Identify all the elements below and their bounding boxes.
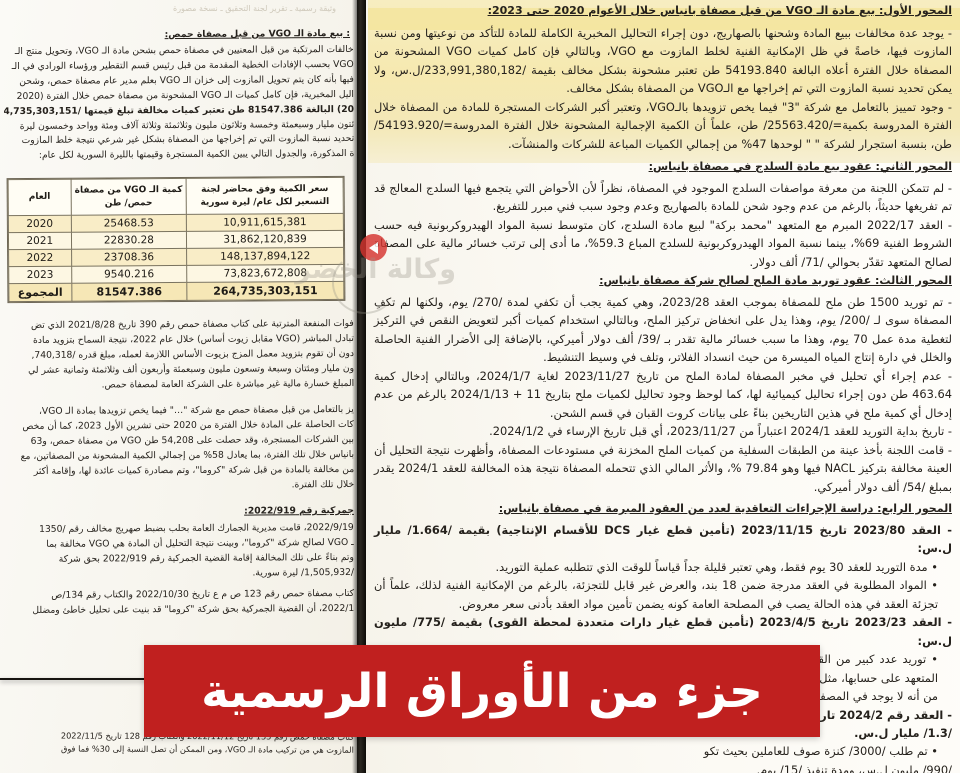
- right-document-page: المحور الأول: بيع مادة الـ VGO من قبل مص…: [366, 0, 960, 773]
- section-4-subitem: /990/ مليون ل.س، ومدة تنفيذ /15/ يوم.: [756, 762, 952, 773]
- section-3: المحور الثالث: عقود توريد مادة الملح لصا…: [374, 272, 952, 496]
- section-4-item: - العقد 2023/80 تاريخ 2023/11/15 (تأمين …: [374, 522, 953, 556]
- section-2-item: - العقد 2022/17 المبرم مع المتعهد "محمد …: [374, 217, 952, 269]
- left-document-page: وثيقة رسمية ـ تقرير لجنة التحقيق ـ نسخة …: [0, 0, 358, 773]
- section-3-item: - تاريخ بداية التوريد للعقد 2024/1 اعتبا…: [489, 424, 952, 439]
- yellow-highlight-region: [368, 0, 960, 163]
- cell-quantity: 9540.216: [71, 265, 187, 284]
- cell-total-label: المجموع: [8, 283, 72, 302]
- cell-quantity: 23708.36: [71, 248, 187, 267]
- section-4-item: - العقد 2023/23 تاريخ 2023/4/5 (تأمين قط…: [374, 615, 952, 648]
- cell-price: 73,823,672,808: [186, 264, 344, 283]
- table-total-row: 264,735,303,151 81547.386 المجموع: [8, 281, 344, 302]
- section-3-heading: المحور الثالث: عقود توريد مادة الملح لصا…: [599, 274, 952, 287]
- section-1: المحور الأول: بيع مادة الـ VGO من قبل مص…: [374, 2, 952, 153]
- cell-quantity: 25468.53: [70, 214, 187, 233]
- cell-quantity: 22830.28: [71, 231, 187, 250]
- left-page-faint-header: وثيقة رسمية ـ تقرير لجنة التحقيق ـ نسخة …: [173, 4, 336, 13]
- left-page-paragraph-block-3: يز بالتعامل من قبل مصفاة حمص مع شركة "…"…: [20, 403, 355, 490]
- column-header-year: العام: [8, 179, 71, 216]
- left-page-paragraph-block-2: فوات المنفعة المترتبة على كتاب مصفاة حمص…: [28, 317, 355, 391]
- section-4-subitem: • تم طلب /3000/ كنزة صوف للعاملين بحيث ت…: [703, 744, 938, 759]
- cell-year: 2021: [8, 232, 72, 250]
- section-4-subitem: • المواد المطلوبة في العقد مدرجة ضمن 18 …: [374, 578, 939, 611]
- cell-year: 2023: [8, 266, 72, 284]
- section-3-item: - قامت اللجنة بأخذ عينة من الطبقات السفل…: [374, 442, 953, 494]
- section-4-heading: المحور الرابع: دراسة الإجراءات التعاقدية…: [498, 502, 952, 515]
- left-page-paragraph-block-1: خالفات المرتكبة من قبل المعنيين في مصفاة…: [4, 43, 355, 162]
- section-1-heading: المحور الأول: بيع مادة الـ VGO من قبل مص…: [487, 4, 952, 17]
- section-4-subitem: • مدة التوريد للعقد 30 يوم فقط، وهي تعتب…: [495, 559, 938, 574]
- cell-year: 2022: [8, 249, 72, 267]
- cell-total-price: 264,735,303,151: [186, 281, 344, 301]
- official-papers-banner: جزء من الأوراق الرسمية: [144, 645, 820, 737]
- section-2: المحور الثاني: عقود بيع مادة السلدج في م…: [374, 158, 952, 271]
- page-spine-divider: [357, 0, 366, 773]
- section-1-item: - وجود تمييز بالتعامل مع شركة "3" فيما ي…: [374, 99, 953, 151]
- section-3-item: - تم توريد 1500 طن ملح للمصفاة بموجب الع…: [374, 294, 952, 365]
- section-2-heading: المحور الثاني: عقود بيع مادة السلدج في م…: [648, 160, 952, 173]
- section-2-item: - لم تتمكن اللجنة من معرفة مواصفات السلد…: [374, 180, 952, 214]
- left-page-heading-2: جمركية رقم 2022/919:: [244, 504, 355, 517]
- left-page-heading: : بيع مادة الـ VGO من قبل مصفاة حمص:: [164, 27, 351, 41]
- cell-total-quantity: 81547.386: [71, 282, 188, 302]
- table-header-row: سعر الكمية وفق محاضر لجنة التسعير لكل عا…: [8, 177, 344, 216]
- cell-year: 2020: [8, 215, 72, 233]
- section-4-item: /1.3/ مليار ل.س.: [854, 725, 952, 740]
- banner-label: جزء من الأوراق الرسمية: [201, 663, 763, 719]
- section-3-item: - عدم إجراء أي تحليل في مخبر المصفاة لما…: [374, 368, 952, 420]
- left-page-paragraph-block-4: 2022/9/19، قامت مديرية الجمارك العامة بح…: [32, 521, 355, 616]
- column-header-price: سعر الكمية وفق محاضر لجنة التسعير لكل عا…: [186, 177, 344, 215]
- cell-price: 31,862,120,839: [186, 230, 344, 249]
- section-1-item: - يوجد عدة مخالفات ببيع المادة وشحنها با…: [374, 25, 952, 96]
- vgo-quantity-table: سعر الكمية وفق محاضر لجنة التسعير لكل عا…: [7, 176, 345, 303]
- vgo-quantity-table-wrapper: سعر الكمية وفق محاضر لجنة التسعير لكل عا…: [7, 176, 345, 303]
- cell-price: 10,911,615,381: [186, 213, 344, 232]
- column-header-quantity: كمية الـ VGO من مصفاة حمص/ طن: [70, 178, 187, 216]
- cell-price: 148,137,894,122: [186, 247, 344, 266]
